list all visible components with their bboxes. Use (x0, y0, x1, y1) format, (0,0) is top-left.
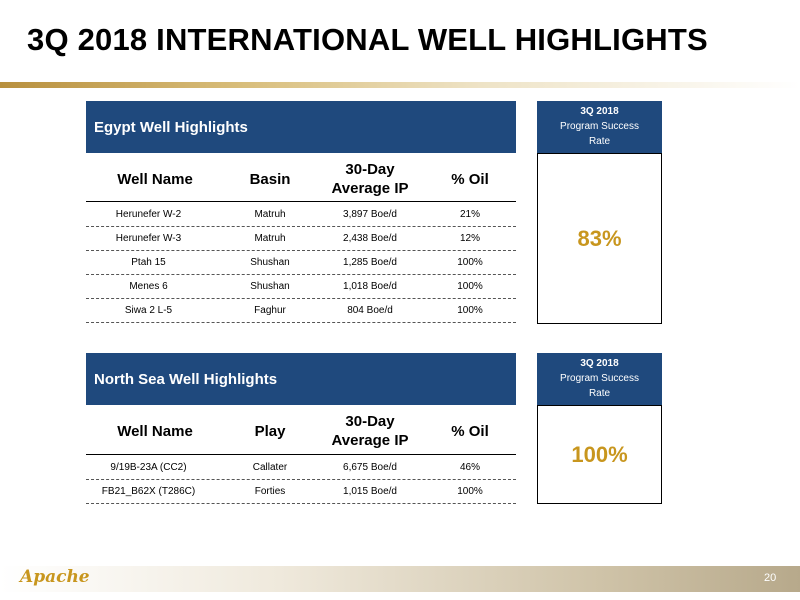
oil-cell: 21% (459, 209, 480, 220)
north-sea-col-well-name: Well Name (117, 423, 193, 440)
egypt-rate-label-rate: Rate (588, 136, 611, 147)
north-sea-rate-label-program: Program Success (560, 373, 639, 384)
egypt-col-basin: Basin (249, 171, 291, 188)
north-sea-col-ip-line2: Average IP (331, 432, 409, 449)
well-name-cell: Herunefer W-3 (115, 233, 182, 244)
ip-cell: 804 Boe/d (347, 305, 393, 316)
well-name-cell: Herunefer W-2 (115, 209, 182, 220)
ip-cell: 3,897 Boe/d (343, 209, 397, 220)
table-row: Herunefer W-3 Matruh 2,438 Boe/d 12% (86, 227, 516, 251)
egypt-rate-header: 3Q 2018 Program Success Rate (537, 101, 662, 153)
egypt-col-oil: % Oil (451, 171, 489, 188)
ip-cell: 1,015 Boe/d (343, 486, 397, 497)
page-title: 3Q 2018 INTERNATIONAL WELL HIGHLIGHTS (27, 22, 708, 57)
north-sea-rate-header: 3Q 2018 Program Success Rate (537, 353, 662, 405)
table-row: FB21_B62X (T286C) Forties 1,015 Boe/d 10… (86, 480, 516, 504)
basin-cell: Faghur (254, 305, 286, 316)
table-row: 9/19B-23A (CC2) Callater 6,675 Boe/d 46% (86, 456, 516, 480)
well-name-cell: Siwa 2 L-5 (124, 305, 173, 316)
footer-band (0, 566, 800, 592)
oil-cell: 100% (457, 281, 483, 292)
north-sea-rate-label-period: 3Q 2018 (580, 358, 619, 369)
north-sea-col-play: Play (254, 423, 286, 440)
well-name-cell: Menes 6 (129, 281, 168, 292)
egypt-header-rule (86, 201, 516, 202)
north-sea-success-rate-box: 100% (537, 405, 662, 504)
title-divider (0, 82, 800, 88)
well-name-cell: Ptah 15 (131, 257, 166, 268)
play-cell: Callater (252, 462, 288, 473)
egypt-rate-label-period: 3Q 2018 (580, 106, 619, 117)
egypt-col-ip: 30-Day Average IP (315, 160, 425, 198)
ip-cell: 1,018 Boe/d (343, 281, 397, 292)
egypt-success-rate-value: 83% (577, 225, 622, 251)
north-sea-col-ip: 30-Day Average IP (315, 412, 425, 450)
north-sea-rate-label-rate: Rate (588, 388, 611, 399)
oil-cell: 46% (459, 462, 480, 473)
oil-cell: 12% (459, 233, 480, 244)
north-sea-header-label: North Sea Well Highlights (94, 370, 278, 388)
oil-cell: 100% (457, 257, 483, 268)
table-row: Menes 6 Shushan 1,018 Boe/d 100% (86, 275, 516, 299)
ip-cell: 2,438 Boe/d (343, 233, 397, 244)
ip-cell: 1,285 Boe/d (343, 257, 397, 268)
ip-cell: 6,675 Boe/d (343, 462, 397, 473)
table-row: Siwa 2 L-5 Faghur 804 Boe/d 100% (86, 299, 516, 323)
play-cell: Forties (254, 486, 286, 497)
egypt-col-ip-line2: Average IP (331, 180, 409, 197)
table-row: Herunefer W-2 Matruh 3,897 Boe/d 21% (86, 203, 516, 227)
north-sea-col-ip-line1: 30-Day (345, 413, 395, 430)
page-number: 20 (764, 572, 777, 584)
north-sea-col-oil: % Oil (451, 423, 489, 440)
egypt-header-label: Egypt Well Highlights (94, 118, 248, 136)
egypt-section-header: Egypt Well Highlights (86, 101, 516, 153)
oil-cell: 100% (457, 305, 483, 316)
north-sea-section-header: North Sea Well Highlights (86, 353, 516, 405)
well-name-cell: 9/19B-23A (CC2) (110, 462, 187, 473)
well-name-cell: FB21_B62X (T286C) (101, 486, 196, 497)
basin-cell: Shushan (250, 257, 290, 268)
basin-cell: Shushan (250, 281, 290, 292)
oil-cell: 100% (457, 486, 483, 497)
apache-logo: Apache (20, 567, 90, 587)
egypt-col-ip-line1: 30-Day (345, 161, 395, 178)
egypt-rate-label-program: Program Success (560, 121, 639, 132)
basin-cell: Matruh (254, 233, 286, 244)
egypt-success-rate-box: 83% (537, 153, 662, 324)
north-sea-header-rule (86, 454, 516, 455)
basin-cell: Matruh (254, 209, 286, 220)
north-sea-success-rate-value: 100% (571, 441, 628, 467)
table-row: Ptah 15 Shushan 1,285 Boe/d 100% (86, 251, 516, 275)
egypt-col-well-name: Well Name (117, 171, 193, 188)
